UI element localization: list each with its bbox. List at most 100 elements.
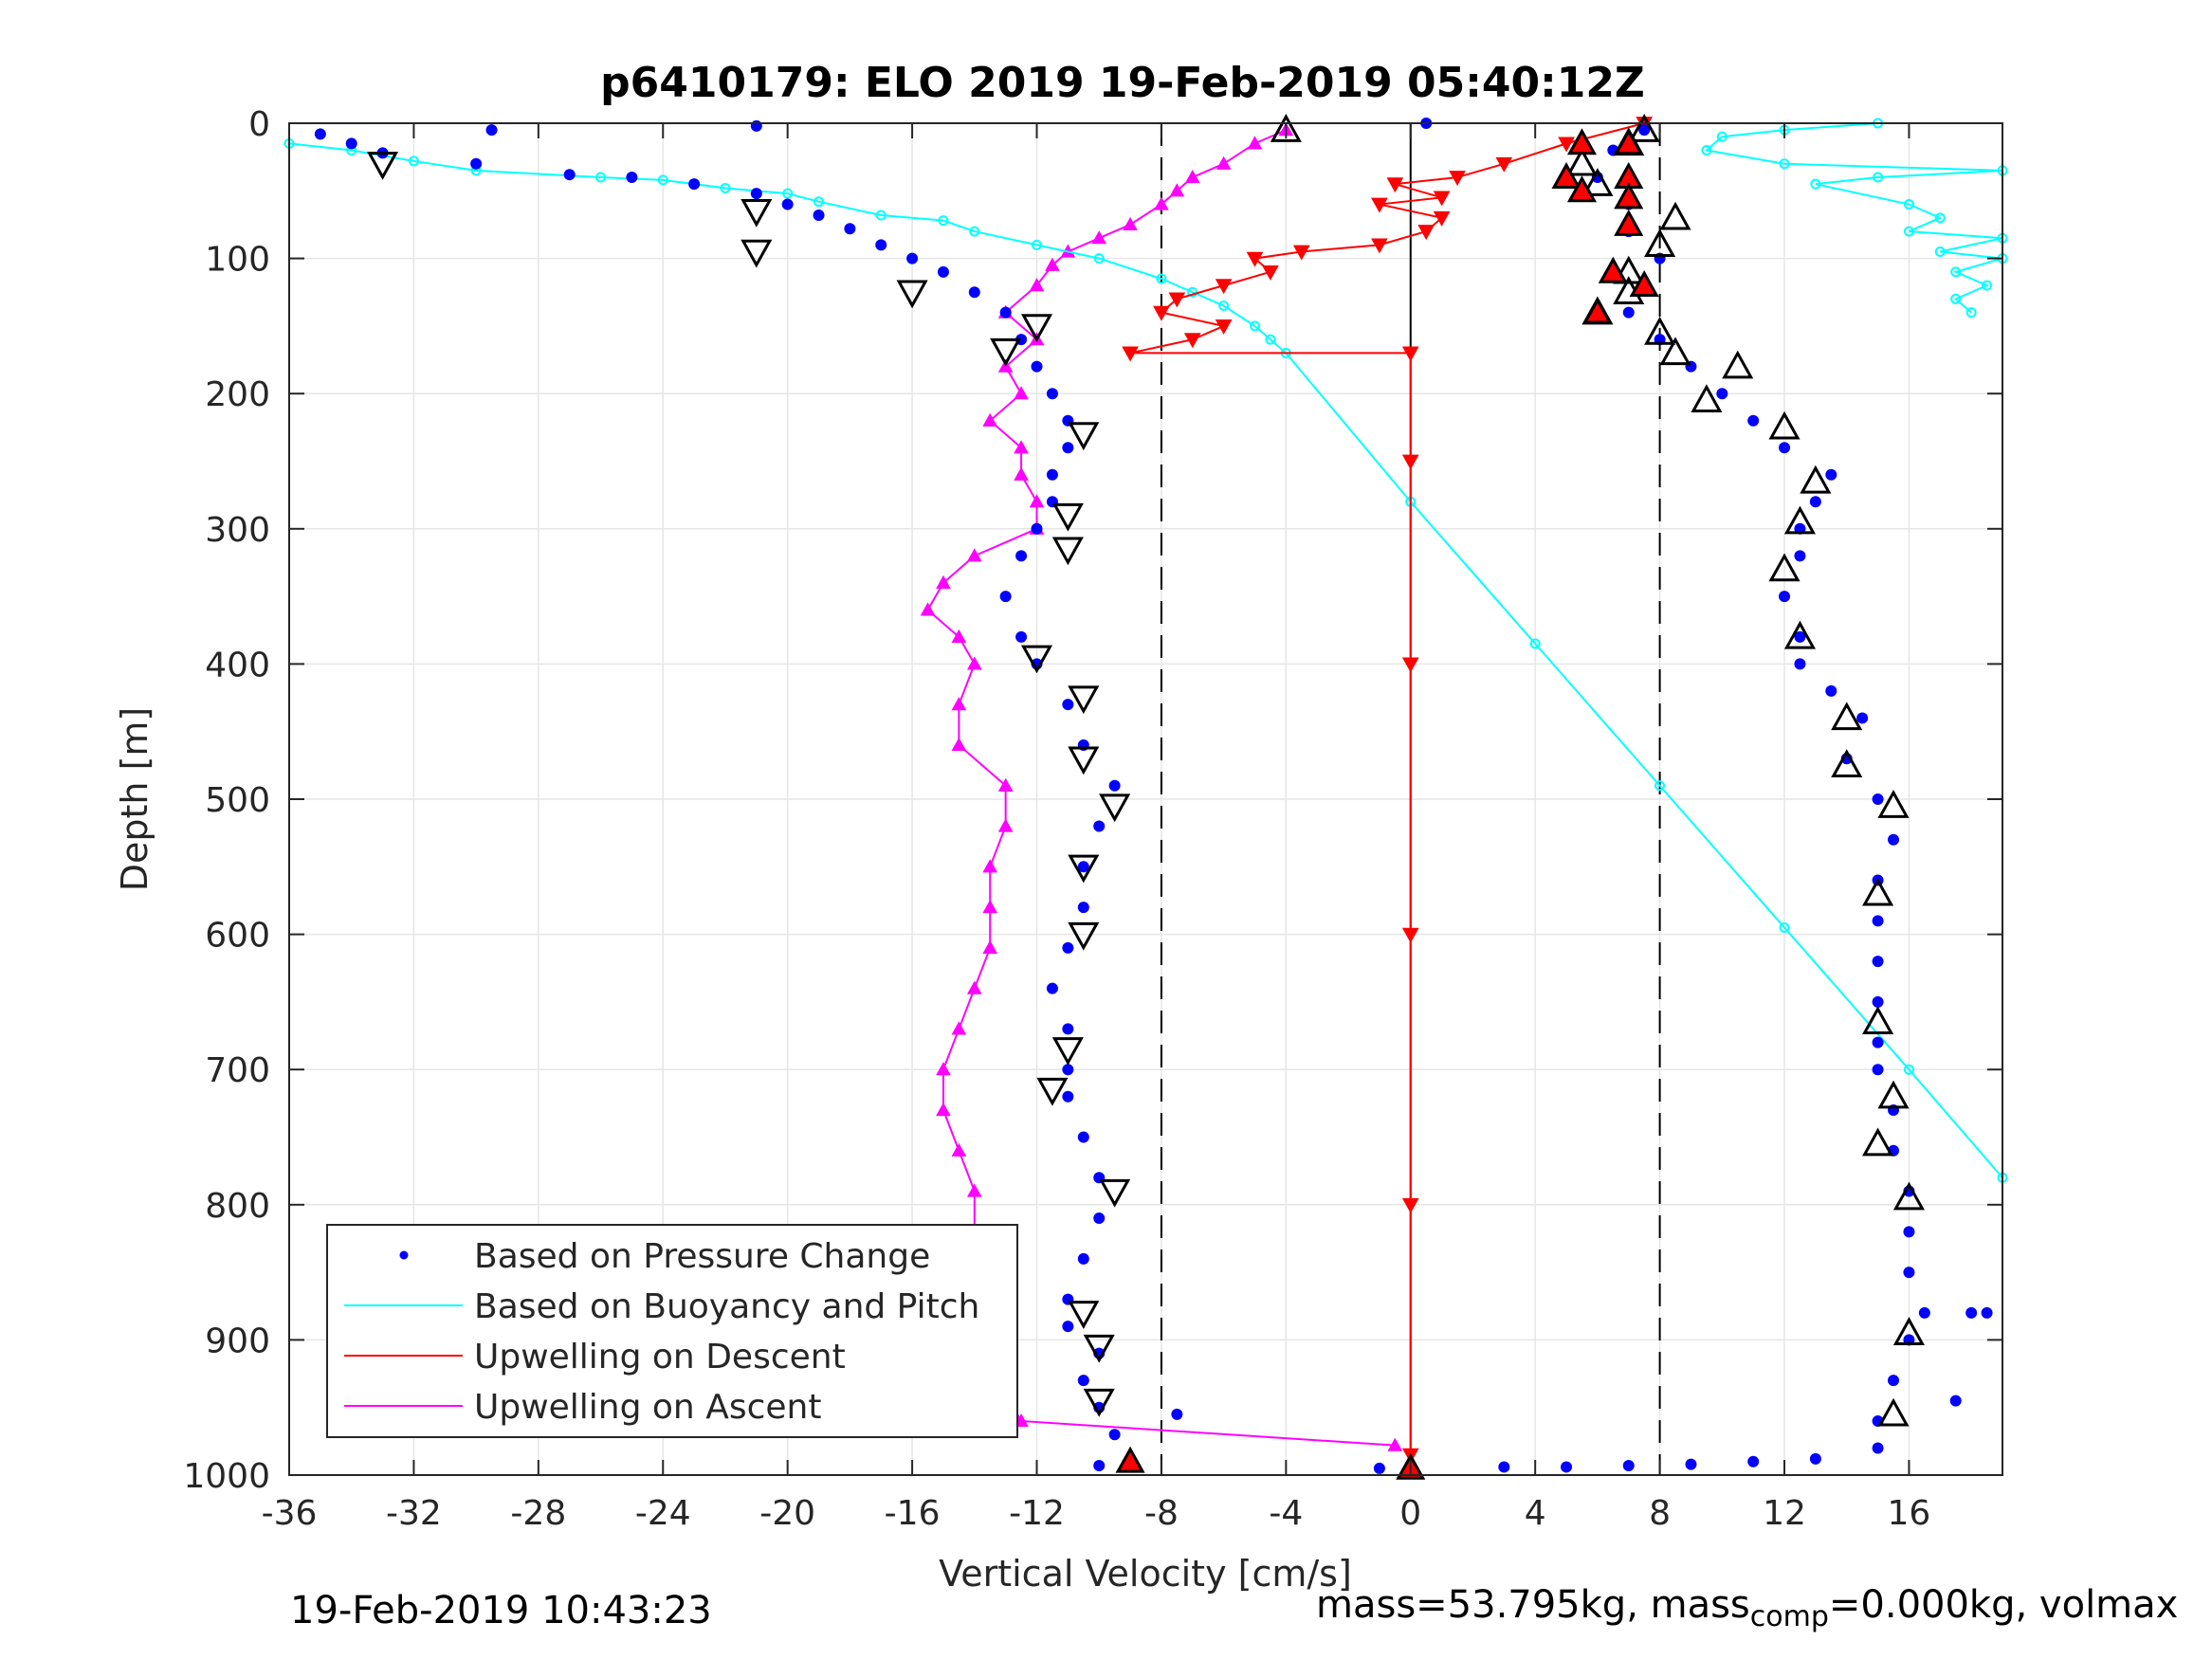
pressure-point-bottom: [1747, 1455, 1760, 1468]
upwelling-descent-point: [1558, 137, 1575, 153]
x-tick-label: -24: [635, 1494, 691, 1533]
buoyancy-line-ascent: [1704, 122, 2003, 314]
pressure-point-descent: [1031, 360, 1043, 373]
outlined-descent-marker: [1068, 685, 1100, 715]
pressure-point-ascent: [1825, 684, 1837, 697]
pressure-point-descent: [1062, 941, 1074, 954]
pressure-point-ascent: [1888, 1375, 1900, 1387]
pressure-point-ascent: [1779, 442, 1791, 454]
pressure-point-descent: [999, 306, 1012, 319]
pressure-point-ascent: [1794, 630, 1806, 643]
pressure-point-descent: [1062, 442, 1074, 454]
upwelling-ascent-point: [1169, 183, 1185, 197]
buoyancy-point: [1934, 212, 1946, 224]
outlined-descent-marker: [1068, 746, 1100, 775]
footer-mass-subscript: comp: [1749, 1600, 1829, 1633]
outlined-descent-marker: [1068, 854, 1100, 884]
outlined-ascent-marker: [1783, 505, 1816, 535]
upwelling-ascent-point: [982, 412, 998, 427]
y-tick-label: 700: [205, 1051, 270, 1090]
upwelling-descent-line: [1129, 122, 1645, 1455]
outlined-ascent-marker: [1877, 1080, 1910, 1109]
outlined-ascent-marker: [1628, 114, 1660, 142]
pressure-point-descent: [1062, 699, 1074, 711]
buoyancy-point: [720, 182, 731, 193]
outlined-descent-marker: [1068, 921, 1100, 951]
pressure-point-descent: [1046, 982, 1058, 994]
pressure-point-ascent: [1872, 793, 1884, 805]
buoyancy-point: [1529, 638, 1541, 649]
outlined-descent-marker: [1068, 422, 1100, 451]
footer-mass-prefix: mass=53.795kg, mass: [1316, 1583, 1750, 1627]
pressure-point-ascent: [1872, 1442, 1884, 1454]
buoyancy-point: [1950, 266, 1962, 278]
outlined-ascent-marker: [1768, 553, 1801, 582]
pressure-point-ascent: [1872, 1064, 1884, 1076]
buoyancy-point: [408, 155, 419, 167]
upwelling-descent-point: [1246, 251, 1264, 267]
outlined-ascent-marker: [1722, 350, 1754, 379]
pressure-point-descent: [781, 198, 794, 210]
pressure-point-bottom: [1498, 1461, 1510, 1473]
pressure-point-outliers: [1171, 1408, 1183, 1420]
red-ascent-marker: [1629, 270, 1659, 298]
upwelling-descent-point: [1433, 210, 1451, 227]
pressure-point-ascent: [1856, 712, 1869, 724]
buoyancy-point: [938, 215, 949, 227]
buoyancy-point: [1249, 320, 1260, 332]
upwelling-ascent-point: [1014, 440, 1029, 454]
buoyancy-point: [1218, 301, 1230, 312]
pressure-point-descent: [875, 239, 887, 251]
outlined-ascent-marker: [1862, 877, 1894, 906]
upwelling-ascent-point: [951, 629, 967, 643]
outlined-ascent-marker: [1831, 702, 1863, 731]
pressure-point-descent: [470, 157, 483, 170]
pressure-point-ascent: [1716, 388, 1728, 400]
red-ascent-marker: [1598, 256, 1628, 283]
pressure-point-ascent: [1622, 306, 1635, 319]
outlined-ascent-marker: [1644, 228, 1676, 258]
pressure-point-ascent: [1888, 833, 1900, 846]
red-ascent-marker: [1614, 182, 1644, 210]
outlined-descent-marker: [1083, 1388, 1115, 1417]
x-tick-label: 4: [1525, 1494, 1546, 1533]
outlined-ascent-marker: [1270, 114, 1302, 142]
upwelling-descent-point: [1433, 191, 1451, 207]
upwelling-ascent-point: [982, 900, 998, 914]
buoyancy-point: [1701, 145, 1712, 156]
legend-label-pressure: Based on Pressure Change: [474, 1237, 930, 1276]
pressure-point-descent: [1093, 1212, 1106, 1225]
buoyancy-point: [1156, 273, 1167, 284]
outlined-descent-marker: [1051, 537, 1084, 566]
axis-ticks: -36 -32 -28 -24 -20 -16 -12 -8 -4 0 4 8 12 16 0 100 200 3…: [183, 105, 2002, 1533]
pressure-point-descent: [1015, 630, 1028, 643]
upwelling-ascent-point: [1247, 136, 1263, 150]
upwelling-descent-point: [1401, 657, 1419, 673]
footer-mass-suffix: =0.000kg, volmax: [1828, 1583, 2179, 1627]
pressure-point-ascent: [1872, 995, 1884, 1008]
outlined-descent-marker: [896, 280, 928, 309]
x-tick-label: -16: [885, 1494, 941, 1533]
outlined-descent-marker: [1051, 1037, 1084, 1066]
red-ascent-marker: [1582, 297, 1613, 324]
y-tick-label: 800: [205, 1187, 270, 1226]
pressure-point-descent: [1046, 388, 1058, 400]
pressure-point-outliers: [1949, 1395, 1962, 1407]
upwelling-descent-point: [1215, 279, 1233, 295]
x-tick-label: -12: [1009, 1494, 1065, 1533]
upwelling-ascent-point: [1184, 170, 1200, 184]
buoyancy-point: [969, 226, 980, 237]
upwelling-ascent-point: [1387, 1437, 1403, 1451]
upwelling-descent-point: [1215, 319, 1233, 335]
buoyancy-point: [782, 188, 794, 199]
pressure-point-ascent: [1747, 414, 1760, 427]
buoyancy-point: [1934, 246, 1946, 257]
pressure-point-descent: [1108, 1429, 1121, 1441]
pressure-point-bottom: [1622, 1460, 1635, 1472]
pressure-point-ascent: [1809, 496, 1821, 508]
outlined-ascent-marker: [1862, 1127, 1894, 1157]
outlined-descent-marker: [1099, 793, 1131, 823]
upwelling-descent-point: [1122, 346, 1139, 362]
y-axis-label: Depth [m]: [114, 707, 155, 892]
